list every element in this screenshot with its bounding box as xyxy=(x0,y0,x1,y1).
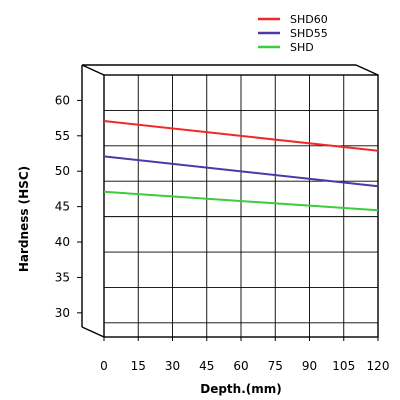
x-axis-ticks: 0 15 30 45 60 75 90 105 120 xyxy=(100,337,389,373)
top-right-depth-edge xyxy=(355,64,379,76)
y-tick-label: 50 xyxy=(55,164,70,178)
x-tick-label: 90 xyxy=(302,359,317,373)
legend-label-shd60: SHD60 xyxy=(290,13,328,26)
legend-label-shd55: SHD55 xyxy=(290,27,328,40)
bottom-left-depth-edge xyxy=(81,326,105,338)
series-line-shd55 xyxy=(103,155,379,188)
x-tick-label: 60 xyxy=(233,359,248,373)
y-tick-label: 40 xyxy=(55,235,70,249)
y-tick-label: 60 xyxy=(55,93,70,107)
top-left-depth-edge xyxy=(81,64,105,76)
series-line-shd60 xyxy=(103,120,379,152)
y-tick-label: 45 xyxy=(55,200,70,214)
series-lines xyxy=(103,120,379,212)
y-axis-title: Hardness (HSC) xyxy=(17,166,31,272)
x-axis-title: Depth.(mm) xyxy=(200,382,282,396)
x-tick-label: 15 xyxy=(131,359,146,373)
y-tick-label: 30 xyxy=(55,306,70,320)
x-tick-label: 120 xyxy=(367,359,390,373)
x-tick-label: 45 xyxy=(199,359,214,373)
y-tick-label: 55 xyxy=(55,129,70,143)
series-line-shd xyxy=(103,190,379,212)
x-tick-label: 105 xyxy=(332,359,355,373)
x-tick-label: 30 xyxy=(165,359,180,373)
x-tick-label: 75 xyxy=(268,359,283,373)
grid xyxy=(77,75,378,337)
y-tick-label: 35 xyxy=(55,270,70,284)
y-axis-ticks: 30 35 40 45 50 55 60 xyxy=(55,93,70,319)
x-tick-label: 0 xyxy=(100,359,108,373)
legend-label-shd: SHD xyxy=(290,41,314,54)
